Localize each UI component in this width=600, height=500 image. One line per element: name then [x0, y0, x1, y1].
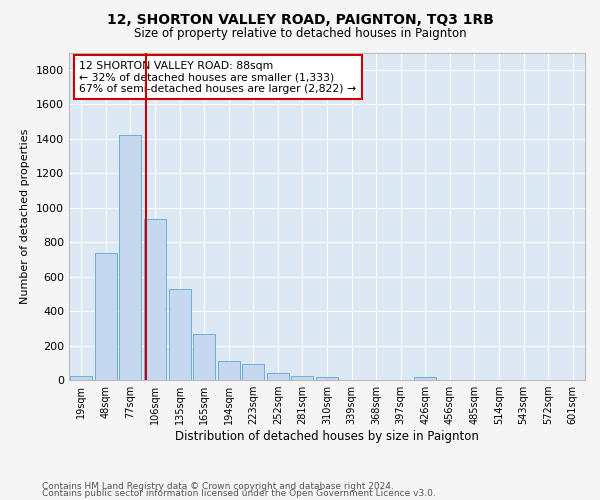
Bar — [144, 219, 166, 380]
Bar — [316, 378, 338, 380]
Text: Size of property relative to detached houses in Paignton: Size of property relative to detached ho… — [134, 28, 466, 40]
Text: Contains public sector information licensed under the Open Government Licence v3: Contains public sector information licen… — [42, 490, 436, 498]
Bar — [95, 253, 117, 380]
Bar — [169, 288, 191, 380]
Text: 12, SHORTON VALLEY ROAD, PAIGNTON, TQ3 1RB: 12, SHORTON VALLEY ROAD, PAIGNTON, TQ3 1… — [107, 12, 493, 26]
Bar — [242, 364, 265, 380]
Text: 12 SHORTON VALLEY ROAD: 88sqm
← 32% of detached houses are smaller (1,333)
67% o: 12 SHORTON VALLEY ROAD: 88sqm ← 32% of d… — [79, 60, 356, 94]
Bar — [267, 372, 289, 380]
Bar — [292, 376, 313, 380]
Text: Contains HM Land Registry data © Crown copyright and database right 2024.: Contains HM Land Registry data © Crown c… — [42, 482, 394, 491]
Bar — [119, 135, 142, 380]
Bar — [414, 377, 436, 380]
Y-axis label: Number of detached properties: Number of detached properties — [20, 128, 31, 304]
Bar — [70, 376, 92, 380]
Bar — [193, 334, 215, 380]
Bar — [218, 361, 240, 380]
X-axis label: Distribution of detached houses by size in Paignton: Distribution of detached houses by size … — [175, 430, 479, 443]
